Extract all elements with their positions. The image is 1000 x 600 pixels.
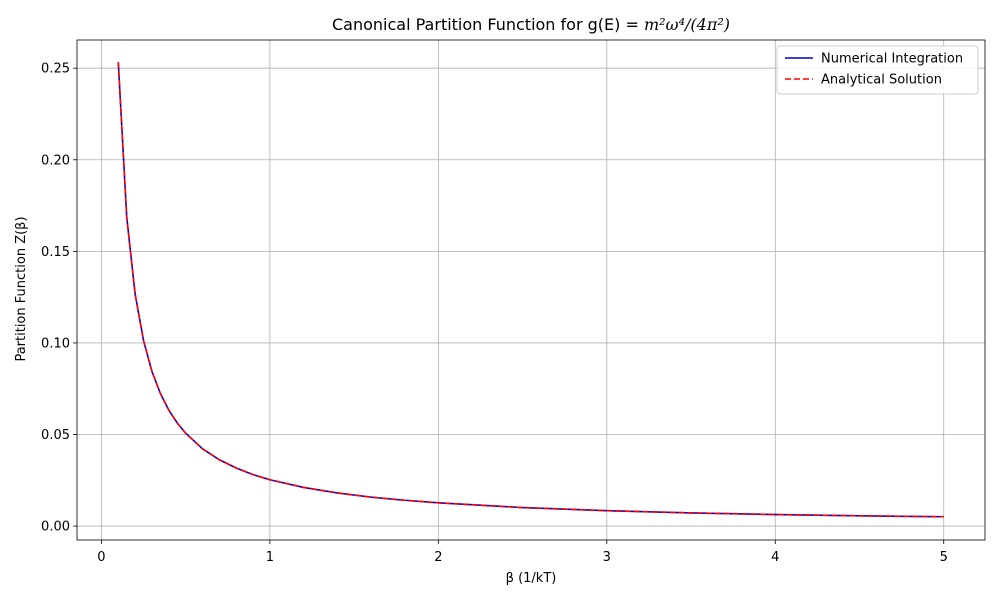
x-axis-label: β (1/kT)	[506, 571, 557, 586]
plot-frame	[76, 39, 986, 541]
y-tick-label: 0.05	[41, 428, 70, 443]
x-tick-label: 4	[771, 550, 779, 565]
legend-box	[776, 45, 979, 95]
x-tick-label: 3	[603, 550, 611, 565]
grid	[77, 40, 985, 540]
y-tick-label: 0.25	[41, 62, 70, 77]
y-tick-label: 0.00	[41, 520, 70, 535]
legend-label-1: Analytical Solution	[821, 73, 942, 88]
y-tick-label: 0.20	[41, 153, 70, 168]
legend: Numerical Integration Analytical Solution	[776, 45, 979, 95]
x-tick-label: 1	[266, 550, 274, 565]
x-tick-label: 2	[434, 550, 442, 565]
ticks: 0 1 2 3 4 5 0.00 0.05 0.10 0.15 0.20 0.25	[41, 62, 948, 565]
y-tick-label: 0.10	[41, 336, 70, 351]
x-tick-label: 0	[97, 550, 105, 565]
series-group	[117, 62, 944, 518]
series-line-1	[117, 62, 944, 518]
chart-title: Canonical Partition Function for g(E) = …	[332, 15, 730, 34]
legend-label-0: Numerical Integration	[821, 52, 963, 67]
y-tick-label: 0.15	[41, 245, 70, 260]
y-axis-label: Partition Function Z(β)	[14, 216, 29, 361]
x-tick-label: 5	[940, 550, 948, 565]
